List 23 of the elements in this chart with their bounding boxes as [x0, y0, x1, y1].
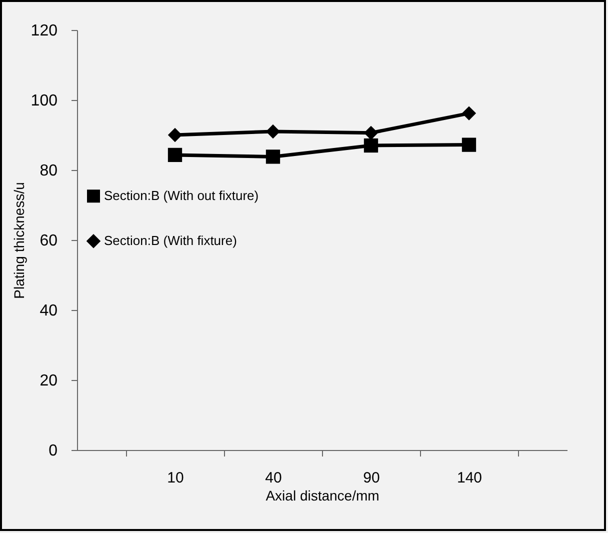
point [266, 150, 280, 164]
y-tick-label: 100 [30, 92, 58, 110]
point [462, 106, 476, 120]
y-tick-label: 0 [48, 442, 58, 460]
legend-label: Section:B (With out fixture) [104, 188, 259, 204]
x-tick-label: 90 [363, 470, 380, 486]
y-axis-title: Plating thickness/u [10, 182, 27, 299]
point [364, 138, 378, 153]
y-tick-label: 40 [40, 302, 58, 320]
y-tick-label: 80 [40, 162, 58, 180]
point [168, 148, 182, 162]
x-tick-label: 10 [167, 470, 184, 486]
point [168, 128, 182, 142]
x-tick-label: 140 [456, 470, 482, 486]
legend-label: Section:B (With fixture) [104, 233, 237, 248]
y-tick-label: 20 [40, 372, 58, 390]
point [266, 124, 280, 139]
point [462, 138, 476, 152]
point [364, 126, 378, 140]
y-tick-label: 120 [30, 22, 58, 40]
x-tick-label: 40 [265, 470, 282, 486]
y-tick-label: 60 [40, 232, 58, 250]
x-axis-title: Axial distance/mm [266, 488, 380, 504]
